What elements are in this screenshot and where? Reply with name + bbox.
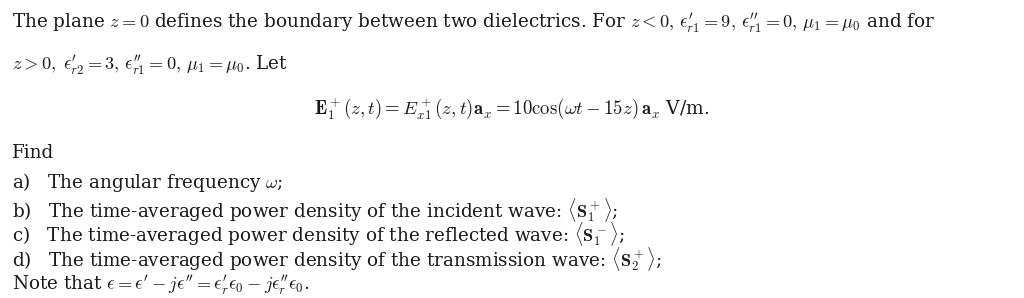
Text: a)   The angular frequency $\omega$;: a) The angular frequency $\omega$;: [12, 171, 284, 194]
Text: $z > 0,\; \epsilon_{r2}^{\prime} = 3,\, \epsilon_{r1}^{\prime\prime} = 0,\, \mu_: $z > 0,\; \epsilon_{r2}^{\prime} = 3,\, …: [12, 53, 289, 77]
Text: $\mathbf{E}_1^+(z,t) = E_{x1}^+(z,t)\mathbf{a}_x = 10\cos(\omega t - 15z)\,\math: $\mathbf{E}_1^+(z,t) = E_{x1}^+(z,t)\mat…: [314, 96, 710, 122]
Text: Find: Find: [12, 144, 54, 162]
Text: The plane $z = 0$ defines the boundary between two dielectrics. For $z < 0,\, \e: The plane $z = 0$ defines the boundary b…: [12, 12, 936, 35]
Text: b)   The time-averaged power density of the incident wave: $\langle \mathbf{S}_1: b) The time-averaged power density of th…: [12, 196, 618, 224]
Text: Note that $\epsilon = \epsilon^{\prime} - j\epsilon^{\prime\prime} = \epsilon_r^: Note that $\epsilon = \epsilon^{\prime} …: [12, 273, 310, 297]
Text: d)   The time-averaged power density of the transmission wave: $\langle \mathbf{: d) The time-averaged power density of th…: [12, 245, 662, 273]
Text: c)   The time-averaged power density of the reflected wave: $\langle \mathbf{S}_: c) The time-averaged power density of th…: [12, 220, 625, 248]
